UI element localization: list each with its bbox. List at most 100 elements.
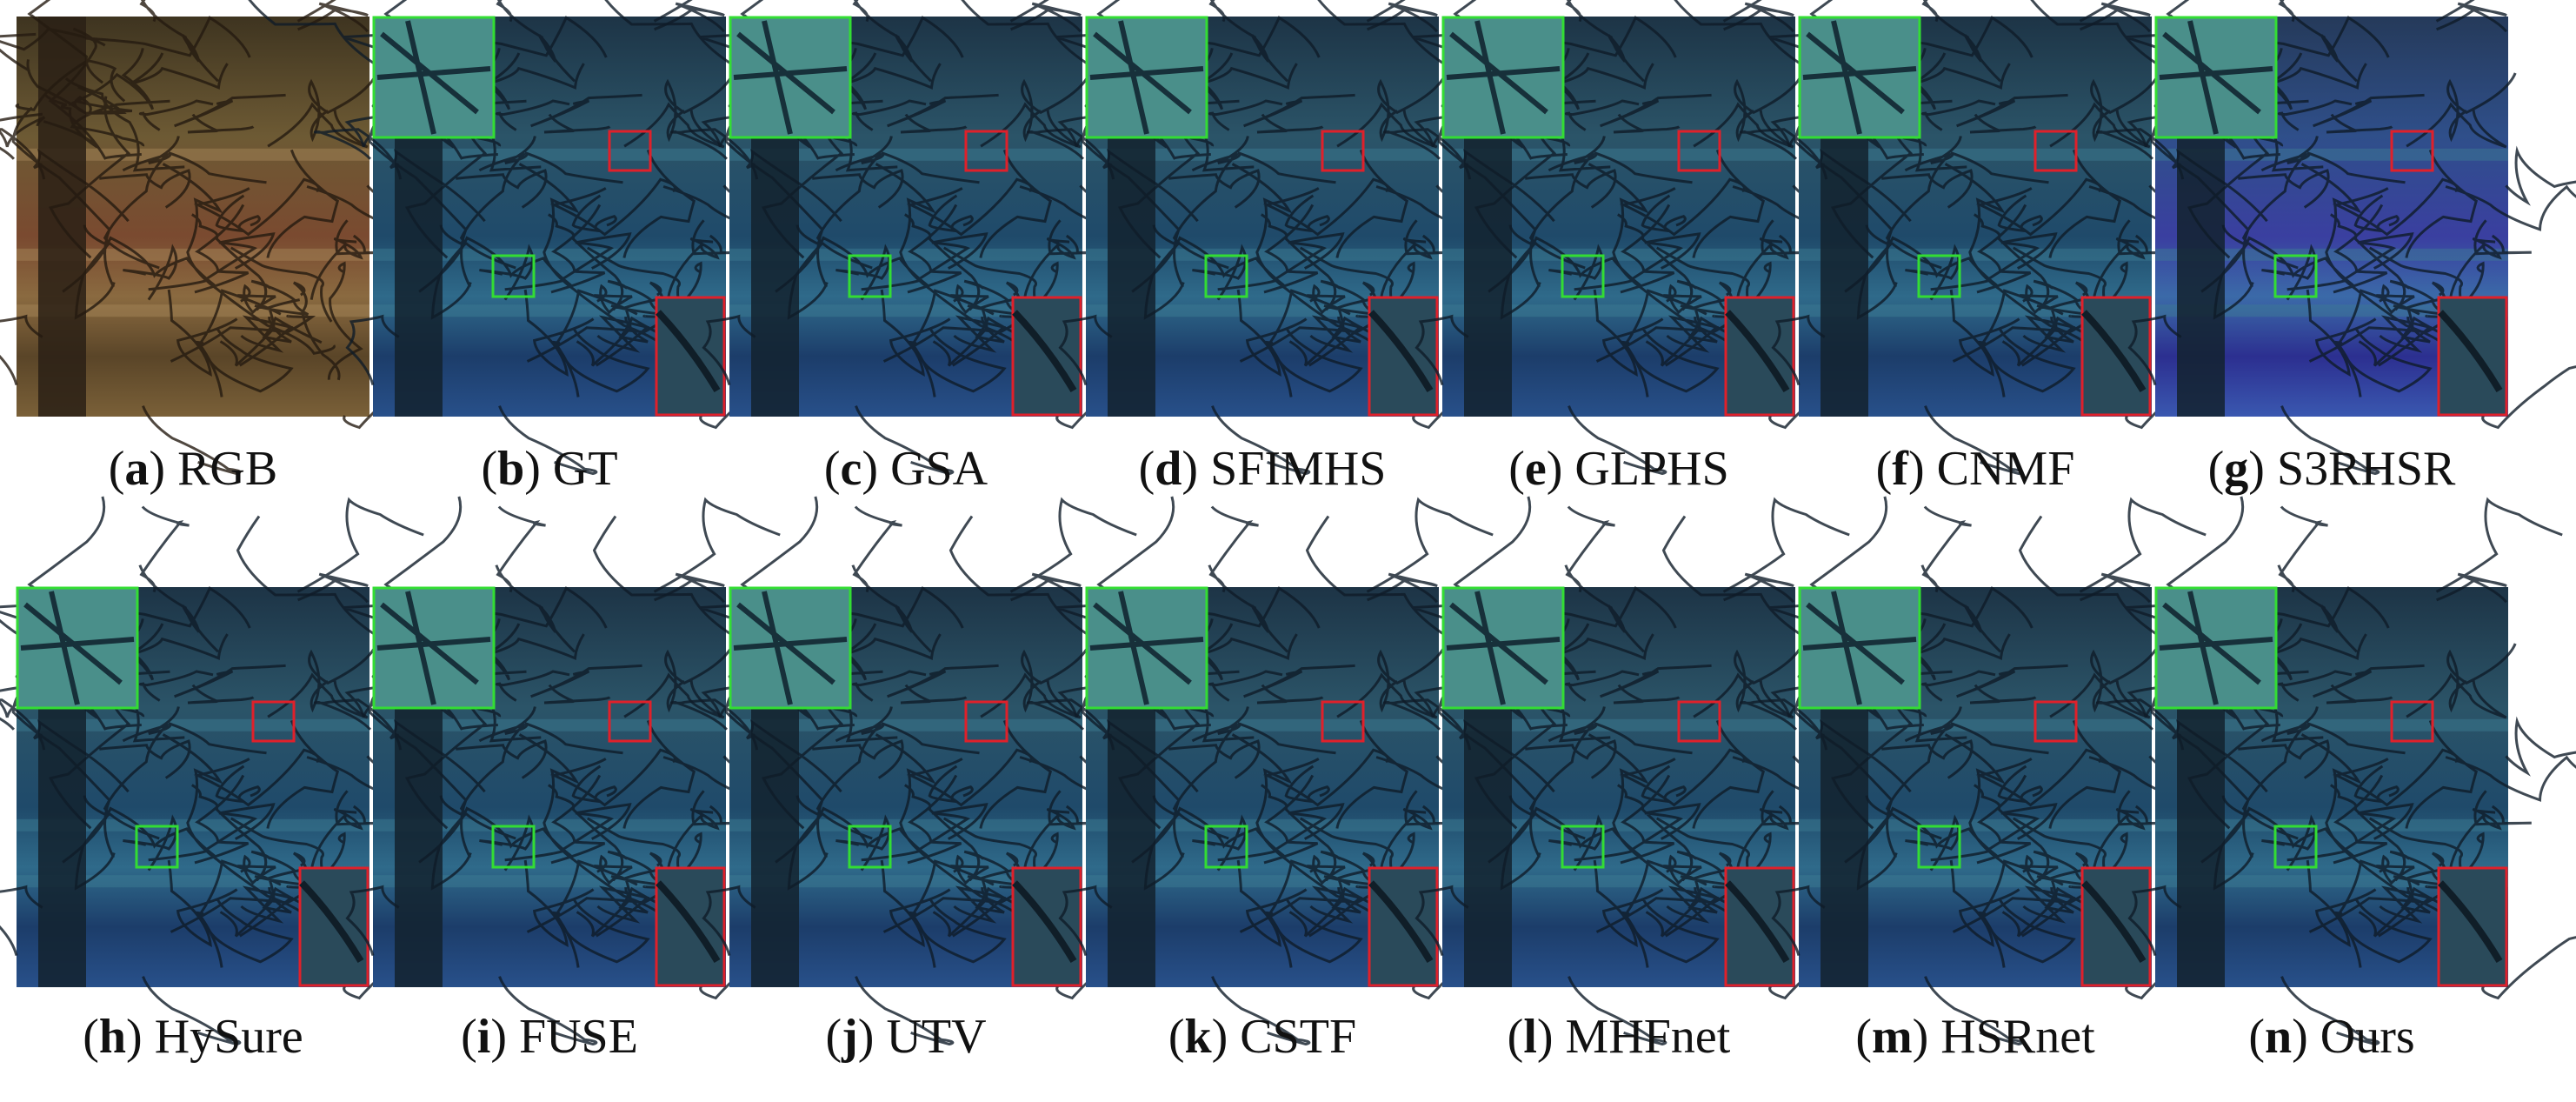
inset-detail (1725, 880, 1790, 964)
label-open: ( (83, 1010, 99, 1064)
label-close: ) (490, 1010, 507, 1064)
panel (0, 496, 490, 1046)
image-band (373, 875, 726, 888)
red-marker (251, 700, 296, 743)
image-band (1086, 304, 1439, 317)
label-close: ) (126, 1010, 143, 1064)
inset-detail (1012, 880, 1077, 964)
panel (1305, 496, 1916, 1046)
red-marker (2390, 130, 2434, 172)
inset-detail (1089, 20, 1204, 135)
label-open: ( (481, 442, 497, 496)
inset-detail (2081, 310, 2147, 393)
panel (1674, 0, 2273, 476)
red-marker (1321, 130, 1365, 172)
green-marker (491, 254, 536, 298)
image-band (1442, 304, 1795, 317)
panel (592, 496, 1203, 1046)
inset-detail (2438, 880, 2503, 964)
panel (0, 0, 490, 476)
inset-detail (1446, 591, 1561, 705)
inset-detail (20, 591, 135, 705)
green-marker (1204, 254, 1248, 298)
image-band (1799, 304, 2152, 317)
label-letter: h (99, 1010, 126, 1064)
panel (2018, 496, 2576, 1046)
label-name: Ours (2320, 1010, 2415, 1064)
image-band (373, 304, 726, 317)
label-letter: l (1523, 1010, 1537, 1064)
green-marker (2273, 825, 2318, 869)
label-name: CNMF (1937, 442, 2075, 496)
label-name: CSTF (1240, 1010, 1356, 1064)
label-open: ( (1139, 442, 1155, 496)
label-name: UTV (886, 1010, 986, 1064)
label-close: ) (149, 442, 165, 496)
green-marker (2273, 254, 2318, 298)
label-name: FUSE (519, 1010, 638, 1064)
panel-label: (d) SFIMHS (1139, 442, 1387, 496)
label-open: ( (109, 442, 125, 496)
panel-label: (i) FUSE (461, 1010, 638, 1064)
label-letter: d (1155, 442, 1181, 496)
panel (236, 496, 847, 1046)
image-band (729, 304, 1082, 317)
label-close: ) (1181, 442, 1198, 496)
panel-label: (h) HySure (83, 1010, 303, 1064)
inset-detail (2159, 20, 2273, 135)
label-open: ( (2208, 442, 2225, 496)
red-marker (1677, 700, 1721, 743)
inset-detail (1368, 880, 1434, 964)
label-close: ) (1537, 1010, 1554, 1064)
panel (248, 0, 847, 476)
green-marker (491, 825, 536, 869)
panel (604, 0, 1203, 476)
inset-detail (2081, 880, 2147, 964)
red-marker (964, 700, 1008, 743)
green-marker (1204, 825, 1248, 869)
inset-detail (1368, 310, 1434, 393)
label-open: ( (2248, 1010, 2265, 1064)
label-name: HySure (155, 1010, 303, 1064)
panel-label: (l) MHFnet (1508, 1010, 1731, 1064)
label-letter: a (124, 442, 149, 496)
label-letter: e (1525, 442, 1547, 496)
inset-detail (1802, 20, 1917, 135)
panel-label: (c) GSA (824, 442, 988, 496)
panel-label: (k) CSTF (1168, 1010, 1356, 1064)
branches (2018, 496, 2576, 1046)
label-close: ) (524, 442, 541, 496)
tree-trunk (38, 17, 86, 417)
panel-label: (f) CNMF (1876, 442, 2075, 496)
label-open: ( (1876, 442, 1893, 496)
red-marker (2034, 130, 2078, 172)
red-marker (2034, 700, 2078, 743)
label-open: ( (824, 442, 841, 496)
label-name: SFIMHS (1210, 442, 1386, 496)
label-close: ) (2292, 1010, 2308, 1064)
panel (961, 0, 1560, 476)
panel-label: (n) Ours (2248, 1010, 2414, 1064)
label-letter: n (2265, 1010, 2292, 1064)
inset-detail (2438, 310, 2503, 393)
image-band (2155, 875, 2508, 888)
image-band (1086, 875, 1439, 888)
image-band (1799, 875, 2152, 888)
inset-detail (376, 591, 491, 705)
green-marker (1561, 254, 1605, 298)
inset-detail (376, 20, 491, 135)
label-open: ( (1508, 442, 1525, 496)
panel (1317, 0, 1916, 476)
image-band (17, 304, 369, 317)
label-letter: m (1872, 1010, 1913, 1064)
panel (949, 496, 1560, 1046)
inset-detail (656, 310, 721, 393)
red-marker (608, 700, 652, 743)
red-marker (608, 130, 652, 172)
inset-detail (2159, 591, 2273, 705)
panel-label: (g) S3RHSR (2208, 442, 2456, 496)
red-marker (964, 130, 1008, 172)
image-band (1442, 875, 1795, 888)
label-name: RGB (177, 442, 277, 496)
